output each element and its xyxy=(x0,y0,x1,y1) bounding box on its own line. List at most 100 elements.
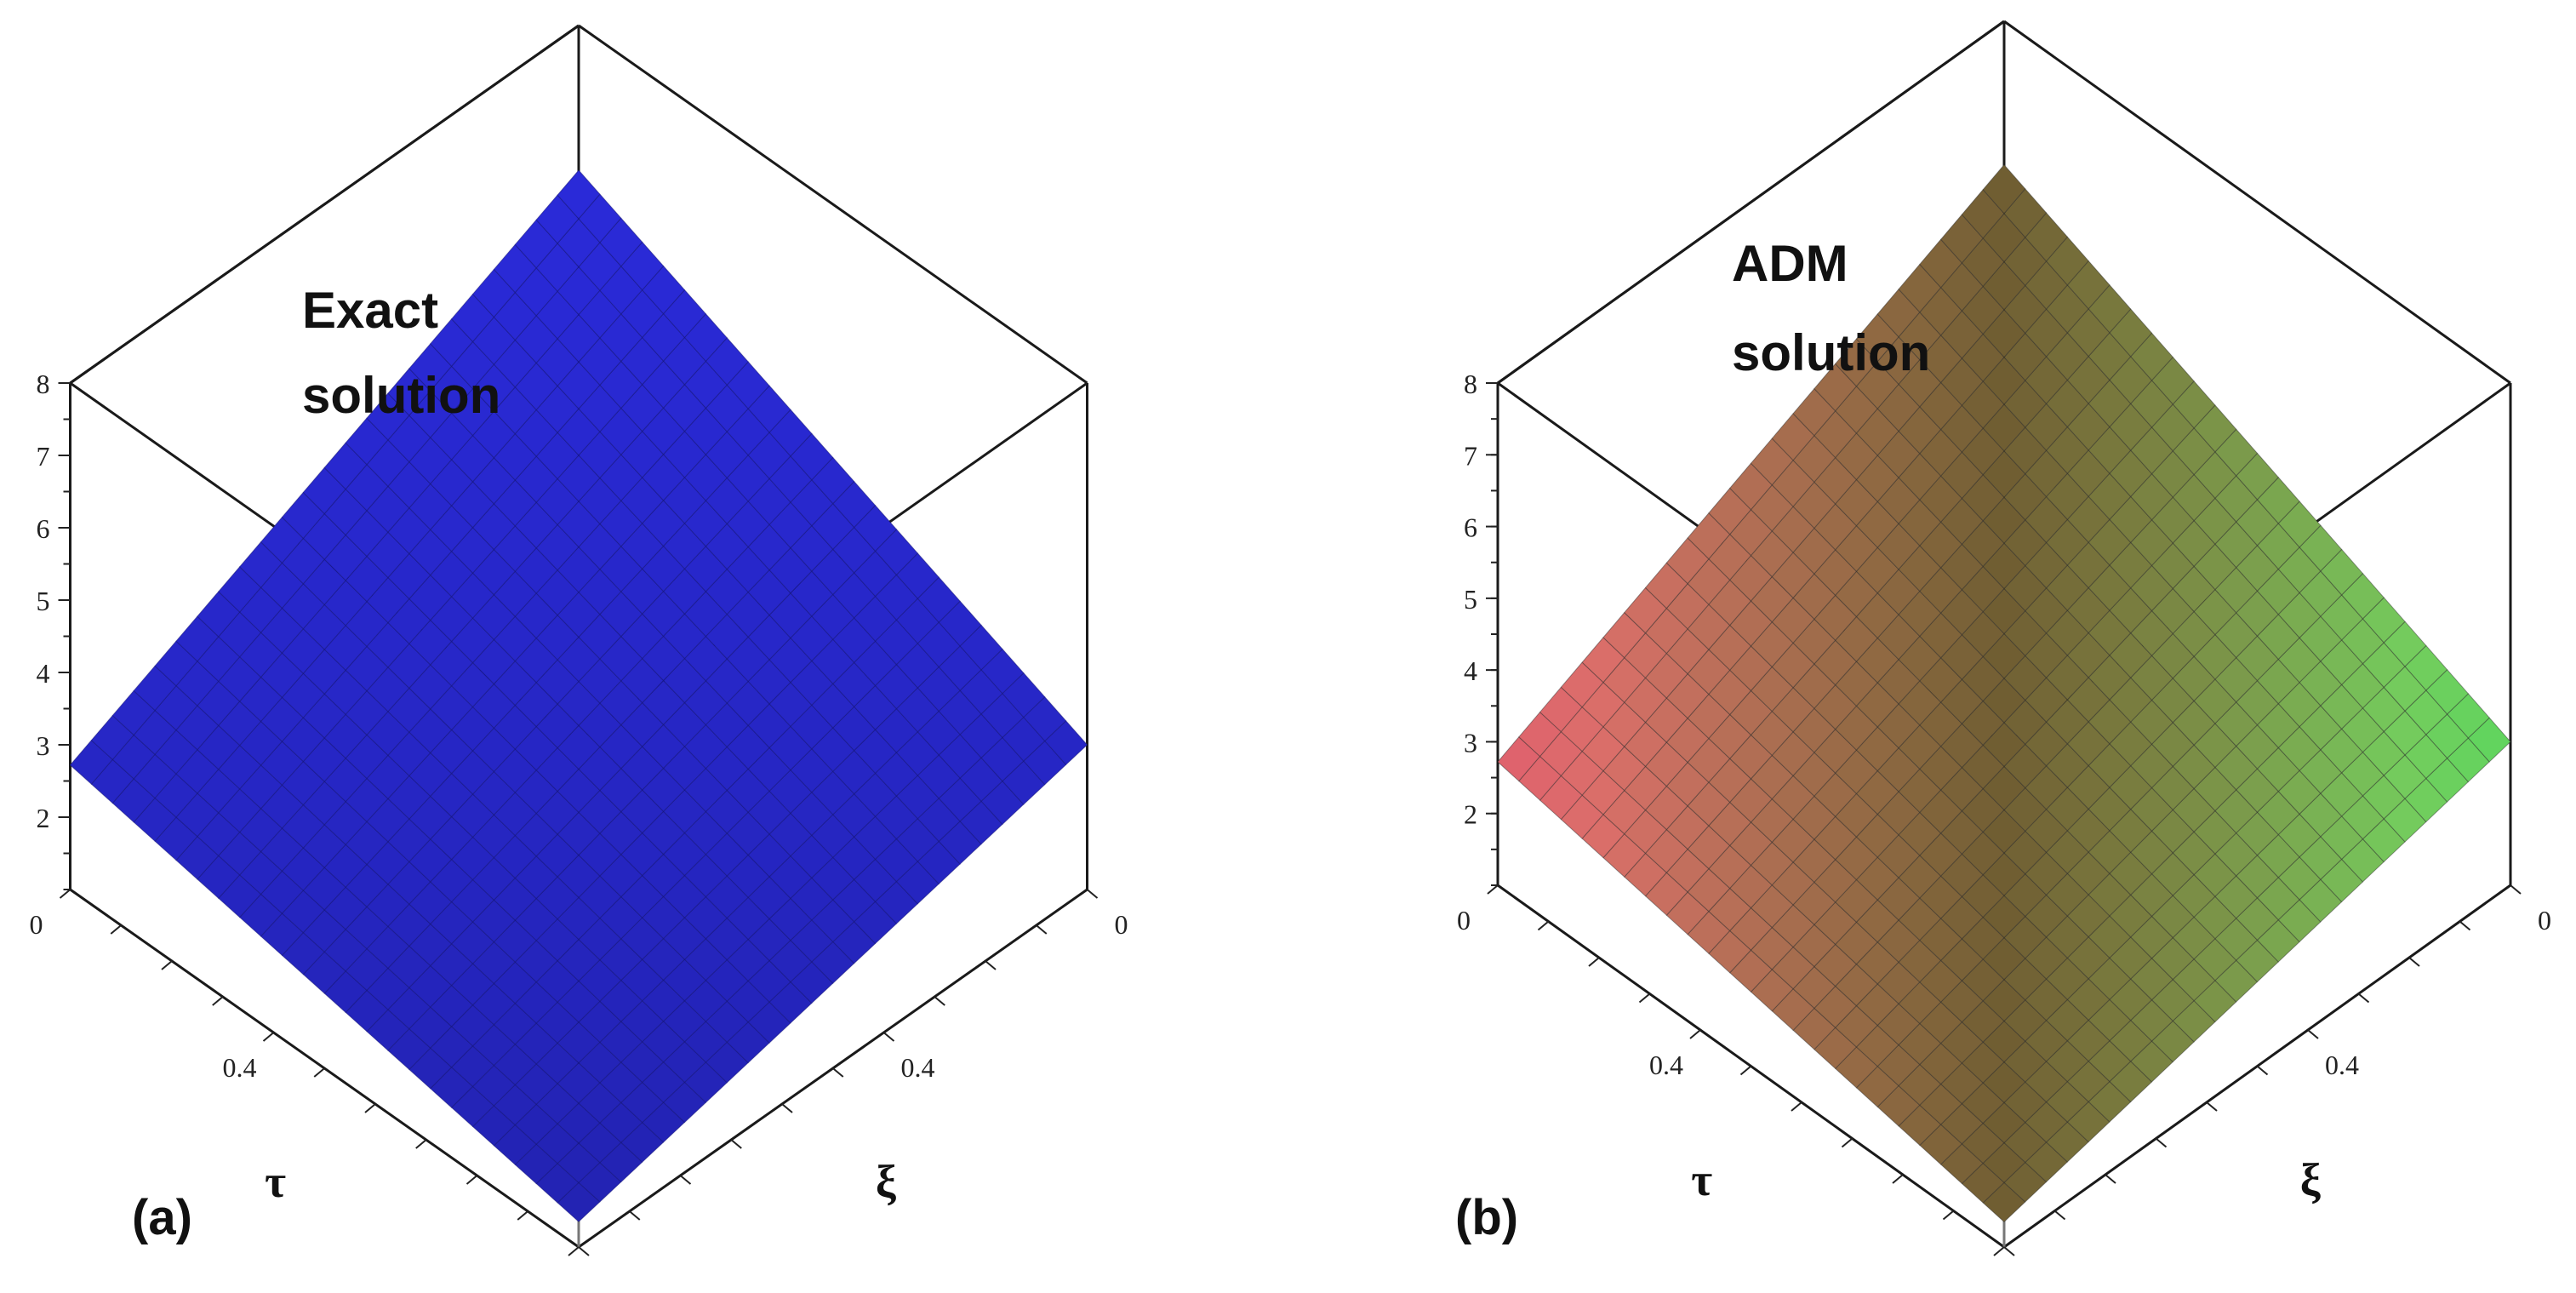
surface-cell xyxy=(1961,787,2005,833)
xi-tick-mark xyxy=(578,1246,590,1256)
surface-cell xyxy=(2130,609,2174,656)
surface-cell xyxy=(1961,333,2005,382)
surface-cell xyxy=(2130,699,2174,745)
surface-cell xyxy=(2299,570,2343,617)
annotation-line-2: solution xyxy=(1732,324,1930,381)
surface-cell xyxy=(1624,677,1668,724)
xi-tick-mark xyxy=(2105,1174,2116,1184)
surface-cell xyxy=(1939,678,1984,724)
surface-cell xyxy=(1665,848,1710,893)
surface-cell xyxy=(2025,587,2069,634)
surface-cell xyxy=(1939,1062,1984,1105)
surface-cell xyxy=(2066,541,2110,589)
surface-cell xyxy=(2404,689,2448,735)
panel-label: (b) xyxy=(1455,1190,1518,1245)
xi-tick-label: 0.4 xyxy=(2325,1050,2359,1080)
surface-cell xyxy=(1602,789,1647,835)
surface-cell xyxy=(2066,677,2110,723)
surface-cell xyxy=(1898,811,1942,856)
xi-tick-mark xyxy=(2357,993,2370,1004)
z-tick-label: 5 xyxy=(1464,584,1477,615)
surface-cell xyxy=(1876,288,1921,338)
xi-tick-mark xyxy=(679,1175,692,1185)
annotation-line-1: ADM xyxy=(1732,235,1848,292)
surface-cell xyxy=(1771,552,1815,599)
tau-tick-mark xyxy=(364,1103,376,1113)
surface-cell xyxy=(1898,939,1942,983)
surface-cell xyxy=(1708,487,1752,535)
surface-cell xyxy=(1644,562,1688,609)
surface-cell xyxy=(2236,499,2279,546)
xi-axis: 0 0.4 ξ xyxy=(578,889,1128,1256)
surface-cell xyxy=(1687,512,1731,560)
z-tick-label: 6 xyxy=(37,513,50,544)
surface-cell xyxy=(2088,655,2132,701)
surface-cell xyxy=(1898,499,1942,546)
surface-cell xyxy=(2066,808,2110,853)
surface-cell xyxy=(2130,743,2174,789)
surface-cell xyxy=(1876,877,1921,921)
xi-tick-mark xyxy=(2307,1029,2319,1039)
surface-cell xyxy=(2130,872,2174,918)
tau-axis-title: τ xyxy=(265,1156,286,1207)
surface-cell xyxy=(1898,263,1942,313)
surface-cell xyxy=(2277,501,2322,548)
surface-cell xyxy=(1876,523,1921,570)
tau-tick-mark xyxy=(1689,1029,1701,1039)
tau-tick-mark xyxy=(1638,993,1651,1004)
tau-tick-mark xyxy=(1537,920,1550,931)
surface-cell xyxy=(1813,943,1858,987)
z-tick-label: 2 xyxy=(37,803,50,833)
surface xyxy=(69,169,1088,1222)
surface-cell xyxy=(1665,628,1710,675)
surface-cell xyxy=(1539,775,1583,821)
surface-cell xyxy=(1813,594,1858,641)
surface-cell xyxy=(1687,737,1731,783)
surface-cell xyxy=(1602,656,1647,703)
panel-b-adm-solution-plot: 2 3 4 5 6 7 8 0 0.4 τ 0 0.4 ξ ADM solution (b) xyxy=(1455,20,2551,1256)
surface-cell xyxy=(1834,615,1878,662)
surface-cell xyxy=(2150,895,2195,939)
surface-cell xyxy=(1771,687,1815,733)
surface-cell xyxy=(2150,722,2195,767)
z-tick-label: 4 xyxy=(37,658,50,689)
tau-tick-mark xyxy=(59,889,71,899)
surface-cell xyxy=(1834,749,1878,795)
surface-cell xyxy=(1982,1020,2026,1063)
surface-cell xyxy=(2150,356,2195,405)
surface-cell xyxy=(2003,237,2048,287)
surface-cell xyxy=(2340,707,2385,753)
surface-cell xyxy=(1813,901,1858,946)
surface-cell xyxy=(1898,452,1942,501)
tau-tick-label: 0 xyxy=(30,909,43,940)
surface-cell xyxy=(2003,609,2048,657)
surface-cell xyxy=(2299,524,2343,572)
xi-tick-mark xyxy=(882,1032,895,1042)
surface-cell xyxy=(2299,661,2343,707)
xi-tick-mark xyxy=(2408,957,2420,967)
surface-cell xyxy=(2277,856,2322,901)
z-tick-label: 3 xyxy=(1464,727,1477,758)
surface-cell xyxy=(2130,830,2174,875)
surface-cell xyxy=(1939,938,1984,981)
surface-cell xyxy=(2277,899,2322,943)
surface-cell xyxy=(1729,907,1773,951)
tau-tick-label: 0.4 xyxy=(1649,1050,1683,1080)
surface-cell xyxy=(1665,537,1710,585)
box-edge xyxy=(69,24,580,385)
xi-tick-mark xyxy=(2206,1101,2218,1112)
surface-cell xyxy=(1919,612,1963,659)
surface-cell xyxy=(1602,832,1647,878)
surface-cell xyxy=(1939,214,1984,264)
surface-cell xyxy=(1961,655,2005,702)
surface-cell xyxy=(2045,236,2089,286)
surface-cell xyxy=(2193,678,2237,724)
surface-cell xyxy=(2130,998,2174,1042)
xi-tick-mark xyxy=(2510,884,2522,895)
xi-tick-mark xyxy=(934,996,945,1006)
tau-tick-mark xyxy=(110,924,122,935)
surface-cell xyxy=(1855,546,1899,594)
surface-cell xyxy=(2150,936,2195,981)
z-axis: 2 3 4 5 6 7 8 xyxy=(1464,369,1498,886)
surface-cell xyxy=(2467,717,2511,763)
